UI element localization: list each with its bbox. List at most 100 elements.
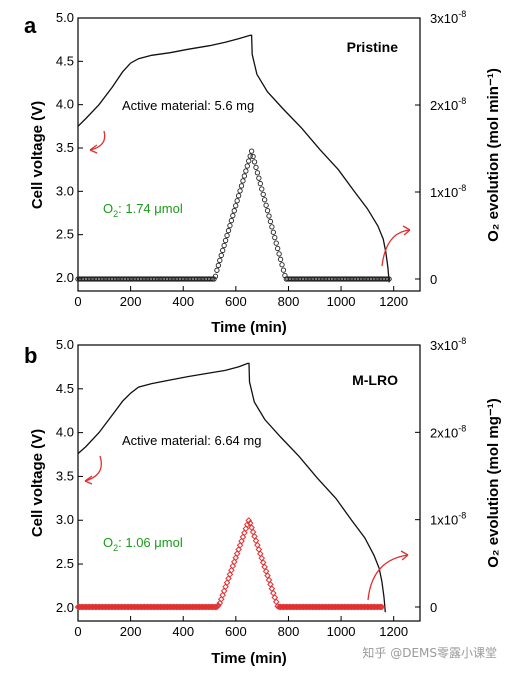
o2-marker: [277, 256, 284, 262]
o2-marker: [247, 153, 253, 159]
x-tick-label: 600: [225, 294, 247, 309]
o2-marker: [377, 603, 384, 611]
y-tick-label: 2.5: [56, 556, 74, 571]
o2-marker: [244, 163, 250, 169]
right-tick-label: 0: [430, 600, 437, 615]
y-tick-label: 4.0: [56, 97, 74, 112]
x-tick-label: 1000: [327, 624, 356, 639]
o2-marker: [241, 173, 248, 179]
panel-b: b 2.0 2.5 3.0 3.5 4.0 4.5 5.0 0 200 400 600 800 100…: [24, 336, 502, 667]
panel-b-active-material: Active material: 6.64 mg: [122, 433, 261, 448]
y-tick-label: 2.5: [56, 227, 74, 242]
panel-b-o2-total: O2: 1.06 μmol: [103, 535, 183, 553]
o2-marker: [240, 178, 246, 184]
o2-marker: [230, 558, 238, 566]
o2-marker: [217, 257, 223, 264]
o2-marker: [222, 583, 229, 591]
right-tick-label: 1x10-8: [430, 511, 466, 528]
o2-marker: [230, 213, 236, 219]
o2-marker: [228, 217, 235, 224]
y-tick-label: 3.0: [56, 183, 74, 198]
panel-b-left-arrow: [84, 455, 102, 482]
y-tick-label: 2.0: [56, 600, 74, 615]
right-tick-base: 0: [430, 600, 437, 615]
o2-marker: [235, 193, 242, 199]
o2-marker: [223, 579, 231, 586]
o2-marker: [259, 186, 265, 192]
o2-marker: [273, 240, 279, 246]
right-tick-base: 3x10: [430, 11, 458, 26]
panel-a-label: a: [24, 13, 37, 38]
x-tick-label: 400: [172, 624, 194, 639]
o2-marker: [241, 529, 248, 537]
panel-a-o2-markers: [75, 148, 392, 282]
x-tick-label: 800: [278, 294, 300, 309]
o2-marker: [232, 554, 240, 562]
o2-marker: [212, 603, 219, 611]
o2-marker: [253, 164, 259, 170]
o2-marker: [238, 183, 245, 189]
right-tick-base: 2x10: [430, 425, 458, 440]
o2-marker: [238, 537, 245, 545]
o2-marker: [275, 245, 281, 252]
y-tick-label: 5.0: [56, 337, 74, 352]
right-tick-exponent: -8: [458, 9, 466, 19]
o2-marker: [214, 267, 220, 273]
o2-marker: [235, 546, 242, 553]
panel-a-x-ticks: 0 200 400 600 800 1000 1200: [74, 286, 408, 309]
x-tick-label: 200: [120, 624, 142, 639]
watermark: 知乎 @DEMS零露小课堂: [362, 646, 497, 660]
o2-marker: [218, 252, 224, 259]
panel-b-xlabel: Time (min): [211, 650, 287, 667]
o2-marker: [256, 175, 262, 181]
panel-a-voltage-curve: [77, 34, 390, 283]
panel-a-sample-name: Pristine: [347, 39, 399, 55]
panel-b-x-ticks: 0 200 400 600 800 1000 1200: [74, 616, 408, 639]
o2-marker: [215, 602, 222, 609]
o2-marker: [233, 550, 241, 557]
right-tick-label: 3x10-8: [430, 9, 466, 26]
right-tick-base: 1x10: [430, 185, 458, 200]
y-tick-label: 4.5: [56, 381, 74, 396]
x-tick-label: 0: [74, 624, 81, 639]
y-tick-label: 4.0: [56, 425, 74, 440]
right-tick-base: 0: [430, 272, 437, 287]
panel-a: a 2.0 2.5 3.0 3.5 4.0 4.5 5.0 0 200 400 600 800 100…: [24, 9, 502, 336]
y-tick-label: 4.5: [56, 53, 74, 68]
y-tick-label: 2.0: [56, 270, 74, 285]
x-tick-label: 200: [120, 294, 142, 309]
panel-b-right-arrowhead: [400, 550, 409, 561]
o2-marker: [254, 170, 261, 176]
right-tick-base: 3x10: [430, 338, 458, 353]
o2-marker: [242, 525, 250, 533]
o2-marker: [245, 517, 253, 524]
o2-marker: [251, 159, 258, 165]
o2-marker: [269, 224, 275, 230]
x-tick-label: 400: [172, 294, 194, 309]
x-tick-label: 800: [278, 624, 300, 639]
o2-marker: [220, 587, 228, 595]
o2-marker: [276, 251, 282, 257]
o2-marker: [257, 180, 263, 187]
o2-marker: [227, 222, 233, 229]
o2-marker: [212, 273, 219, 279]
panel-a-xlabel: Time (min): [211, 319, 287, 336]
right-tick-label: 2x10-8: [430, 423, 466, 440]
y-tick-label: 3.5: [56, 140, 74, 155]
panel-a-active-material: Active material: 5.6 mg: [122, 98, 254, 113]
y-tick-label: 3.5: [56, 468, 74, 483]
panel-b-right-arrow: [367, 554, 409, 601]
panel-b-frame: [77, 344, 421, 622]
o2-marker: [236, 542, 244, 549]
right-tick-base: 1x10: [430, 513, 458, 528]
o2-marker: [224, 232, 230, 239]
o2-marker: [243, 521, 251, 528]
panel-b-left-arrowhead: [84, 475, 93, 485]
o2-marker: [217, 595, 225, 603]
o2-marker: [386, 276, 392, 282]
o2-marker: [222, 237, 229, 244]
o2-marker: [248, 148, 255, 154]
x-tick-label: 600: [225, 624, 247, 639]
